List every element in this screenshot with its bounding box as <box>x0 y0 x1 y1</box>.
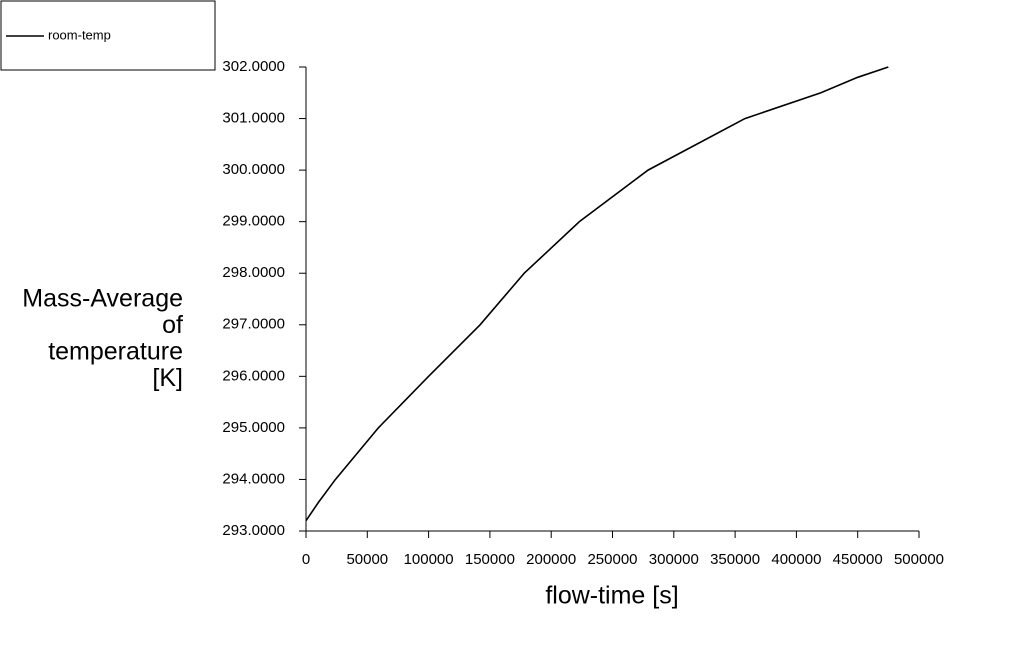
y-tick-label: 293.0000 <box>222 522 285 539</box>
y-axis-title: Mass-Average <box>22 285 183 313</box>
y-tick-label: 301.0000 <box>222 110 285 127</box>
data-line <box>305 66 889 522</box>
x-tick-label: 300000 <box>649 551 699 568</box>
x-axis-title: flow-time [s] <box>545 582 678 610</box>
x-tick-label: 50000 <box>346 551 388 568</box>
x-tick-label: 150000 <box>465 551 515 568</box>
y-axis-title: of <box>162 311 183 339</box>
y-axis-title: [K] <box>152 364 183 392</box>
x-tick-label: 250000 <box>587 551 637 568</box>
y-tick-label: 302.0000 <box>222 58 285 75</box>
y-tick-label: 296.0000 <box>222 367 285 384</box>
x-tick-label: 200000 <box>526 551 576 568</box>
y-axis-title: temperature <box>48 338 183 366</box>
y-tick-label: 298.0000 <box>222 264 285 281</box>
x-tick-label: 100000 <box>404 551 454 568</box>
y-tick-label: 297.0000 <box>222 316 285 333</box>
y-tick-label: 295.0000 <box>222 419 285 436</box>
x-tick-label: 450000 <box>833 551 883 568</box>
x-tick-label: 0 <box>302 551 310 568</box>
y-tick-label: 294.0000 <box>222 470 285 487</box>
y-tick-label: 299.0000 <box>222 213 285 230</box>
y-tick-label: 300.0000 <box>222 161 285 178</box>
x-tick-label: 500000 <box>894 551 944 568</box>
x-tick-label: 400000 <box>771 551 821 568</box>
legend-label: room-temp <box>48 27 111 42</box>
x-tick-label: 350000 <box>710 551 760 568</box>
